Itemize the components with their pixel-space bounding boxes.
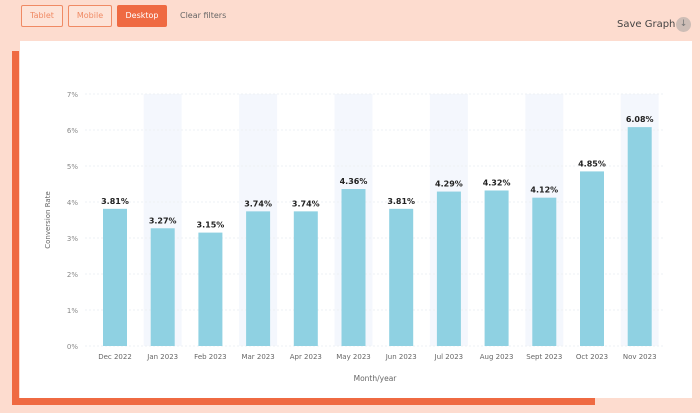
x-tick-label: Mar 2023 [241, 353, 274, 361]
y-tick-label: 0% [67, 343, 78, 351]
data-label: 6.08% [626, 115, 654, 124]
bar [103, 208, 127, 346]
y-tick-label: 5% [67, 163, 78, 171]
bar [198, 232, 223, 346]
mobile-filter-button[interactable]: Mobile [68, 5, 112, 27]
data-label: 4.36% [340, 177, 368, 186]
bar [389, 208, 414, 346]
data-label: 4.12% [530, 186, 558, 195]
y-tick-label: 3% [67, 235, 78, 243]
x-axis-title: Month/year [354, 374, 398, 383]
y-tick-label: 7% [67, 91, 78, 99]
download-icon[interactable]: ↓ [676, 17, 691, 32]
y-tick-label: 4% [67, 199, 78, 207]
x-tick-label: May 2023 [336, 353, 371, 361]
y-tick-label: 6% [67, 127, 78, 135]
x-tick-label: Jan 2023 [146, 353, 178, 361]
data-label: 4.32% [483, 178, 511, 187]
data-label: 4.29% [435, 180, 463, 189]
data-label: 3.74% [244, 199, 272, 208]
x-tick-label: Nov 2023 [623, 353, 657, 361]
data-label: 3.81% [101, 197, 129, 206]
x-tick-label: Feb 2023 [194, 353, 226, 361]
bar [246, 211, 271, 346]
bar [627, 127, 652, 347]
y-tick-label: 2% [67, 271, 78, 279]
save-graph-button[interactable]: Save Graph [617, 19, 676, 30]
x-tick-label: Oct 2023 [576, 353, 608, 361]
bar [436, 191, 461, 346]
bar [484, 190, 509, 346]
clear-filters-link[interactable]: Clear filters [180, 11, 227, 20]
data-label: 3.27% [149, 216, 177, 225]
y-axis-title: Conversion Rate [44, 191, 52, 249]
data-label: 3.81% [387, 197, 415, 206]
bar [532, 197, 557, 346]
bar [150, 228, 175, 346]
data-label: 3.74% [292, 199, 320, 208]
bar [580, 171, 604, 346]
data-label: 4.85% [578, 159, 606, 168]
x-tick-label: Aug 2023 [480, 353, 514, 361]
x-tick-label: Sept 2023 [526, 353, 562, 361]
desktop-filter-button[interactable]: Desktop [117, 5, 167, 27]
x-tick-label: Jun 2023 [385, 353, 417, 361]
tablet-filter-button[interactable]: Tablet [21, 5, 63, 27]
decorative-border-bottom [12, 398, 595, 405]
x-tick-label: Jul 2023 [434, 353, 464, 361]
x-tick-label: Dec 2022 [98, 353, 132, 361]
bar [341, 189, 366, 346]
y-tick-label: 1% [67, 307, 78, 315]
x-tick-label: Apr 2023 [290, 353, 322, 361]
bar [293, 211, 318, 346]
data-label: 3.15% [197, 221, 225, 230]
decorative-border-left [12, 51, 19, 405]
